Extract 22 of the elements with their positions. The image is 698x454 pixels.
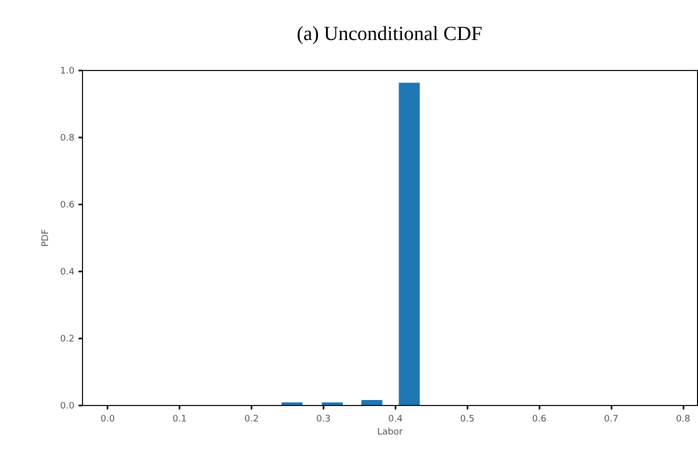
x-tick-label: 0.1 <box>172 414 187 424</box>
x-tick-label: 0.4 <box>388 414 403 424</box>
x-tick-label: 0.6 <box>532 414 547 424</box>
x-tick-label: 0.7 <box>604 414 618 424</box>
bar <box>322 402 343 405</box>
bar <box>398 82 420 405</box>
x-axis-title: Labor <box>377 428 404 438</box>
bar <box>361 400 382 405</box>
y-tick-label: 1.0 <box>60 66 75 76</box>
x-tick-label: 0.2 <box>244 414 259 424</box>
y-tick-label: 0.8 <box>60 134 75 144</box>
x-tick-label: 0.8 <box>676 414 691 424</box>
x-tick-label: 0.3 <box>316 414 331 424</box>
y-axis-title: PDF <box>41 229 52 247</box>
x-tick-label: 0.5 <box>460 414 474 424</box>
chart-title: (a) Unconditional CDF <box>296 23 482 45</box>
y-tick-label: 0.0 <box>60 402 75 412</box>
y-tick-label: 0.4 <box>60 268 75 278</box>
y-tick-label: 0.2 <box>60 334 74 344</box>
x-tick-label: 0.0 <box>100 414 116 424</box>
y-tick-label: 0.6 <box>60 200 75 210</box>
bar <box>282 402 303 405</box>
